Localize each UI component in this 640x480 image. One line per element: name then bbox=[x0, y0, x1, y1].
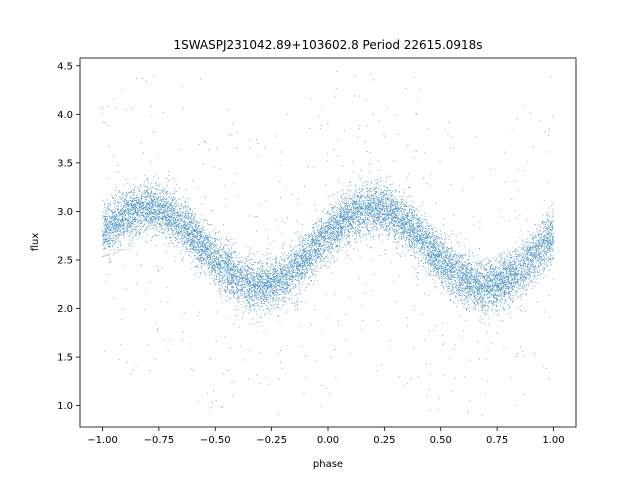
x-axis-label: phase bbox=[313, 459, 343, 470]
scatter-points bbox=[102, 70, 554, 416]
x-tick-label: 0.50 bbox=[430, 435, 452, 446]
y-tick-label: 2.0 bbox=[57, 304, 73, 315]
y-tick-label: 3.5 bbox=[57, 158, 73, 169]
y-axis-ticks: 1.0 1.5 2.0 2.5 3.0 3.5 4.0 4.5 bbox=[57, 61, 80, 412]
x-tick-label: 0.25 bbox=[373, 435, 395, 446]
y-tick-label: 2.5 bbox=[57, 255, 73, 266]
y-tick-label: 1.0 bbox=[57, 401, 73, 412]
y-tick-label: 4.5 bbox=[57, 61, 73, 72]
chart-title: 1SWASPJ231042.89+103602.8 Period 22615.0… bbox=[173, 38, 482, 52]
data-point-cloud bbox=[102, 70, 554, 416]
y-tick-label: 4.0 bbox=[57, 110, 73, 121]
y-tick-label: 3.0 bbox=[57, 207, 73, 218]
x-tick-label: −0.25 bbox=[256, 435, 287, 446]
x-tick-label: −1.00 bbox=[87, 435, 118, 446]
y-tick-label: 1.5 bbox=[57, 353, 73, 364]
x-tick-label: 0.00 bbox=[317, 435, 339, 446]
x-axis-ticks: −1.00 −0.75 −0.50 −0.25 0.00 0.25 0.50 0.75 1.00 bbox=[87, 427, 565, 446]
x-tick-label: −0.75 bbox=[144, 435, 175, 446]
y-axis-label: flux bbox=[30, 233, 41, 252]
x-tick-label: −0.50 bbox=[200, 435, 231, 446]
x-tick-label: 0.75 bbox=[486, 435, 508, 446]
x-tick-label: 1.00 bbox=[542, 435, 564, 446]
